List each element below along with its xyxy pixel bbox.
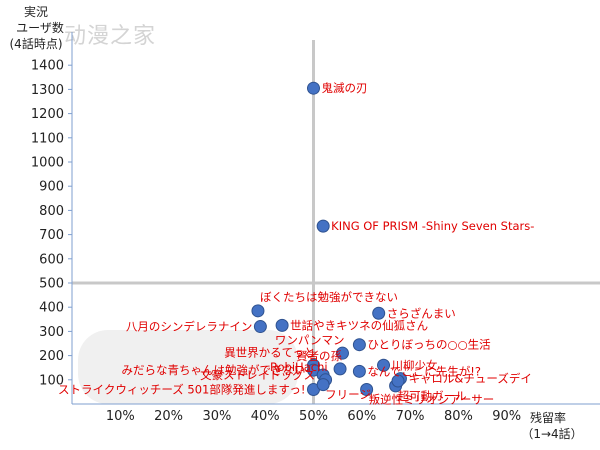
background-band	[78, 330, 298, 404]
y-axis-title-line: 実況	[24, 4, 48, 19]
data-point-label: 世話やきキツネの仙狐さん	[290, 318, 428, 332]
data-point-label: 超可動ガール	[398, 389, 467, 403]
y-tick-label: 500	[39, 277, 64, 292]
data-point-label: RobiHachi	[270, 360, 328, 374]
y-tick-label: 800	[39, 204, 64, 219]
data-point-label: 異世界かるてっと	[224, 345, 315, 359]
x-tick-label: 10%	[106, 409, 135, 424]
data-point	[372, 306, 386, 320]
x-axis-title-line: 残留率	[530, 410, 566, 425]
x-tick-label: 90%	[492, 409, 521, 424]
data-point-label: ワンパンマン	[275, 333, 345, 347]
data-point	[251, 304, 265, 318]
data-point-label: キャロル&チューズデイ	[408, 372, 531, 386]
y-axis-title-line: ユーザ数	[16, 20, 64, 35]
data-point	[316, 378, 330, 392]
data-point-label: 賢者の孫	[296, 349, 342, 363]
data-point-label: なんでここに先生が!?	[367, 364, 481, 378]
data-point-label: 文豪ストレイドッグス	[200, 368, 315, 382]
y-tick-label: 1000	[31, 156, 64, 171]
data-point	[352, 364, 366, 378]
data-point	[360, 382, 374, 396]
y-axis-title-line: (4話時点)	[10, 36, 63, 51]
y-tick-label: 400	[39, 301, 64, 316]
y-tick-label: 100	[39, 373, 64, 388]
data-point	[253, 320, 267, 334]
data-point-label: ひとりぼっちの○○生活	[367, 338, 490, 352]
watermark: 动漫之家	[64, 24, 157, 49]
y-tick-label: 1100	[31, 131, 64, 146]
data-point-label: みだらな青ちゃんは勉強ができない	[122, 363, 306, 377]
data-point	[335, 346, 349, 360]
y-tick-label: 300	[39, 325, 64, 340]
y-tick-label: 200	[39, 349, 64, 364]
y-tick-label: 1300	[31, 83, 64, 98]
y-tick-label: 700	[39, 228, 64, 243]
x-tick-label: 70%	[396, 409, 425, 424]
data-point-label: ぼくたちは勉強ができない	[260, 290, 398, 304]
data-point	[333, 362, 347, 376]
data-point-label: 叛逆性ミリオンアーサー	[369, 392, 495, 406]
data-point-label: KING OF PRISM -Shiny Seven Stars-	[331, 219, 534, 233]
y-tick-label: 900	[39, 180, 64, 195]
x-tick-label: 50%	[299, 409, 328, 424]
data-point-label: フリージ	[325, 388, 371, 402]
data-point-label: さらざんまい	[387, 306, 456, 320]
data-point	[391, 374, 405, 388]
data-point-label: 八月のシンデレラナイン	[126, 320, 253, 334]
y-tick-label: 600	[39, 252, 64, 267]
data-point-label: ストライクウィッチーズ 501部隊発進しますっ!	[58, 382, 305, 396]
x-tick-label: 80%	[444, 409, 473, 424]
data-point	[377, 358, 391, 372]
data-point	[307, 81, 320, 95]
data-point-label: 鬼滅の刃	[322, 81, 368, 95]
y-tick-label: 1400	[31, 59, 64, 74]
x-tick-label: 30%	[202, 409, 231, 424]
x-tick-label: 40%	[251, 409, 280, 424]
data-point-label: 川柳少女	[392, 358, 438, 372]
data-point	[275, 318, 289, 332]
x-axis-title-line: （1→4話）	[521, 426, 582, 441]
x-tick-label: 60%	[347, 409, 376, 424]
x-tick-label: 20%	[154, 409, 183, 424]
data-point	[316, 219, 330, 233]
y-tick-label: 1200	[31, 107, 64, 122]
data-point	[352, 338, 366, 352]
